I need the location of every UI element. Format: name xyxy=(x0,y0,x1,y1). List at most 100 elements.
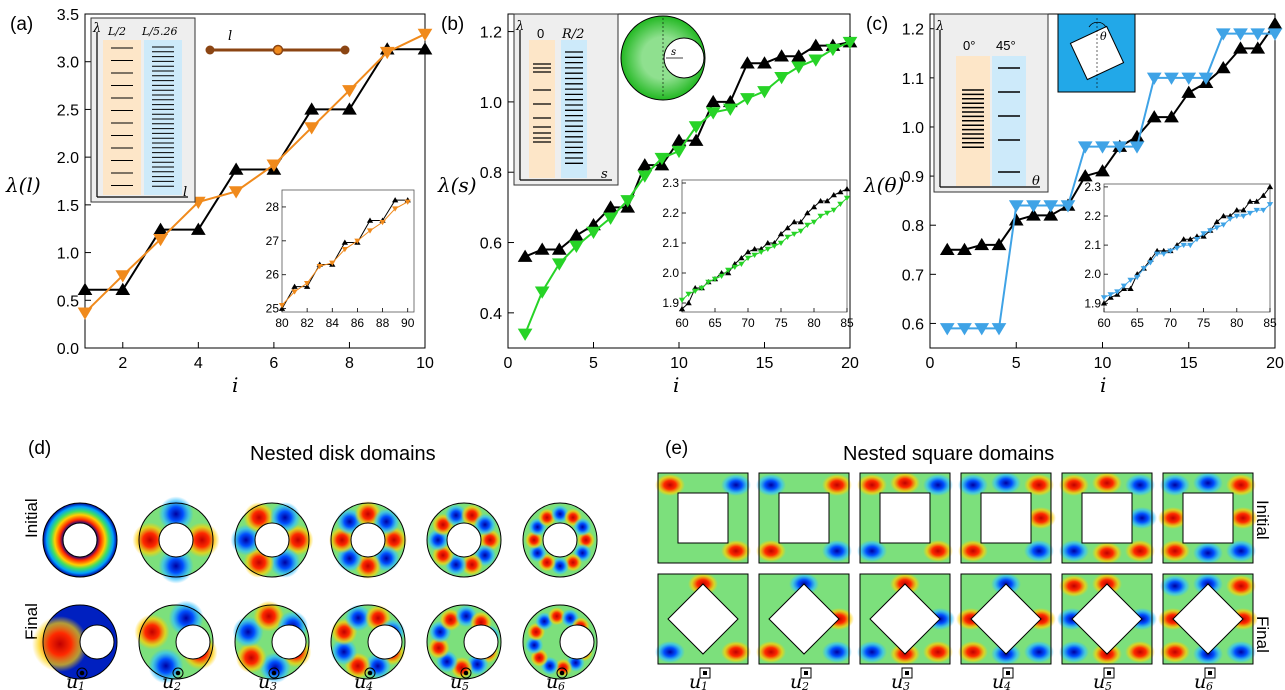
y-tick-label: 1.5 xyxy=(57,198,79,215)
inset-data-point xyxy=(278,302,286,309)
inset-data-point xyxy=(1253,207,1260,214)
data-point xyxy=(671,133,687,146)
inset-data-point xyxy=(1227,216,1234,222)
square-superscript-dot xyxy=(905,671,909,675)
data-point xyxy=(417,28,433,42)
inner-hole xyxy=(367,624,403,660)
data-point xyxy=(1181,85,1197,98)
data-point xyxy=(417,42,433,55)
square-mode xyxy=(1158,573,1258,665)
mode-subscript: 1 xyxy=(701,680,708,690)
data-point xyxy=(534,286,550,299)
inner-hole xyxy=(1081,492,1133,544)
inset-data-point xyxy=(1233,207,1240,213)
ladder-a-axis-x: l xyxy=(183,185,187,200)
inset-data-point xyxy=(391,197,399,203)
data-point xyxy=(791,61,807,74)
x-tick-label: 0 xyxy=(504,355,513,372)
square-superscript-dot xyxy=(1107,671,1111,675)
blue-lobe xyxy=(345,604,372,632)
disk-superscript-dot xyxy=(271,670,277,676)
mode-symbol: u xyxy=(450,671,462,690)
inner-hole xyxy=(768,583,840,655)
data-point xyxy=(304,122,320,135)
y-tick-label: 0.7 xyxy=(902,267,924,284)
outer-boundary xyxy=(1162,472,1254,564)
y-tick-label: 0.4 xyxy=(480,306,502,323)
x-tick-label: 15 xyxy=(1180,355,1198,372)
ladder-a: λ l L/2 L/5.26 xyxy=(90,17,196,203)
panel-a-label: (a) xyxy=(10,14,33,35)
inset-data-point xyxy=(810,219,818,225)
inset-y-tick-label: 2.1 xyxy=(1084,238,1101,252)
inset-frame xyxy=(281,189,415,313)
panel-c-ylabel: λ(θ) xyxy=(863,173,904,197)
inset-data-point xyxy=(329,260,336,266)
data-point xyxy=(342,85,357,98)
outer-boundary xyxy=(138,502,214,578)
inner-hole xyxy=(1182,492,1234,544)
disk-superscript-icon xyxy=(76,667,88,679)
inset-data-point xyxy=(738,261,745,267)
red-lobe xyxy=(756,641,786,663)
ladder-c-axis-y: λ xyxy=(935,19,944,34)
inset-data-point xyxy=(692,288,699,294)
panel-d-row-initial: Initial xyxy=(22,498,41,538)
red-lobe xyxy=(756,540,786,562)
inset-data-point xyxy=(1240,213,1247,219)
data-point xyxy=(1077,169,1093,182)
panel-c-label: (c) xyxy=(866,14,888,35)
disk-superscript-dot xyxy=(79,670,85,676)
inset-y-tick-label: 2.1 xyxy=(662,236,679,250)
data-point xyxy=(705,94,721,108)
data-point xyxy=(991,323,1007,336)
x-tick-label: 6 xyxy=(269,355,278,372)
data-point xyxy=(1164,110,1179,123)
outer-boundary xyxy=(960,573,1052,665)
blue-lobe xyxy=(148,648,184,684)
panel-a-ylabel: λ(l) xyxy=(5,173,41,197)
square-mode xyxy=(857,472,953,564)
inset-data-point xyxy=(1167,248,1174,254)
mode-subscript: 5 xyxy=(462,680,469,690)
y-tick-label: 1.0 xyxy=(480,95,502,112)
inset-frame xyxy=(1103,183,1271,313)
ladder-a-levels-2 xyxy=(152,46,174,187)
inset-data-point xyxy=(764,246,771,252)
disk-mode xyxy=(426,502,502,578)
annulus-illustration: s xyxy=(620,15,706,101)
x-tick-label: 10 xyxy=(1094,355,1112,372)
inset-data-point xyxy=(718,273,725,279)
data-point xyxy=(1215,61,1231,74)
data-point xyxy=(77,307,93,320)
data-point xyxy=(190,222,206,235)
data-point xyxy=(939,323,955,336)
disk-superscript-icon xyxy=(556,667,568,679)
red-lobe xyxy=(1059,575,1089,597)
data-point xyxy=(1112,141,1128,154)
series-line xyxy=(947,32,1275,330)
blue-lobe xyxy=(1127,507,1157,529)
outer-boundary xyxy=(42,502,118,578)
inset-y-tick-label: 25 xyxy=(266,302,280,316)
data-point xyxy=(115,282,131,296)
inset-data-point xyxy=(1213,218,1221,225)
data-point xyxy=(569,240,584,254)
data-point xyxy=(1043,200,1059,213)
disk-superscript-icon xyxy=(364,667,376,679)
data-point xyxy=(722,103,738,116)
rod-label: l xyxy=(228,29,232,44)
data-point xyxy=(586,226,601,239)
ladder-b: λ s 0 R/2 xyxy=(513,13,619,186)
y-tick-label: 1.0 xyxy=(57,246,79,263)
square-mode xyxy=(1059,472,1157,564)
y-tick-label: 0.8 xyxy=(902,218,924,235)
series-line xyxy=(85,48,425,291)
inset-data-point xyxy=(705,279,712,285)
panel-b-ylabel: λ(s) xyxy=(437,173,477,197)
square-theta-label: θ xyxy=(1100,30,1107,43)
inset-data-point xyxy=(1140,266,1147,272)
